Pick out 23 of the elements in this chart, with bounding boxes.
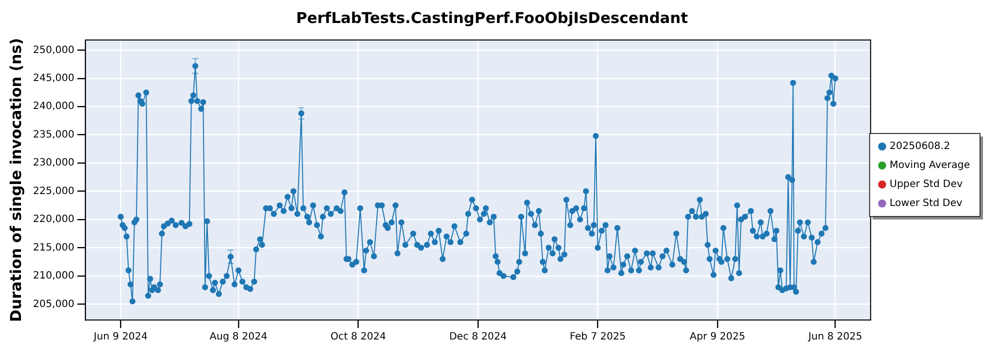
y-tick-label: 235,000 bbox=[32, 129, 74, 140]
y-tick-label: 245,000 bbox=[32, 72, 74, 84]
legend-label: 20250608.2 bbox=[890, 141, 950, 152]
y-axis-title: Duration of single invocation (ns) bbox=[6, 38, 25, 322]
y-tick-label: 220,000 bbox=[32, 214, 74, 226]
y-tick-label: 225,000 bbox=[32, 186, 74, 197]
x-tick-label: Oct 8 2024 bbox=[330, 332, 386, 343]
legend-label: Upper Std Dev bbox=[890, 179, 963, 190]
x-tick-label: Jun 8 2025 bbox=[807, 332, 862, 343]
x-tick-label: Apr 9 2025 bbox=[690, 332, 746, 343]
y-tick-label: 240,000 bbox=[32, 101, 74, 112]
y-tick-label: 210,000 bbox=[32, 270, 74, 282]
x-tick-label: Jun 9 2024 bbox=[92, 332, 148, 343]
chart-title: PerfLabTests.CastingPerf.FooObjIsDescendant bbox=[296, 8, 688, 27]
legend-label: Lower Std Dev bbox=[890, 198, 962, 210]
y-tick-label: 250,000 bbox=[32, 44, 74, 56]
x-tick-label: Aug 8 2024 bbox=[210, 332, 268, 343]
x-tick-label: Dec 8 2024 bbox=[449, 332, 507, 343]
x-tick-label: Feb 7 2025 bbox=[570, 332, 626, 343]
y-tick-label: 215,000 bbox=[32, 242, 74, 254]
legend-label: Moving Average bbox=[890, 160, 970, 172]
y-tick-label: 205,000 bbox=[32, 298, 74, 310]
y-tick-label: 230,000 bbox=[32, 158, 74, 169]
